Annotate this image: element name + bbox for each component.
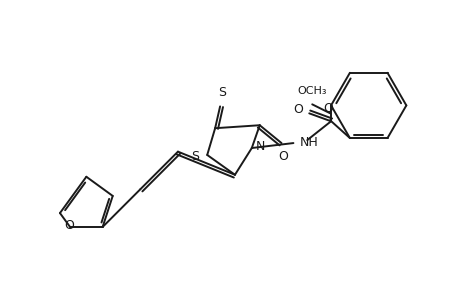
Text: O: O: [322, 102, 332, 115]
Text: NH: NH: [299, 136, 318, 148]
Text: N: N: [255, 140, 264, 152]
Text: S: S: [191, 150, 199, 164]
Text: OCH₃: OCH₃: [297, 86, 326, 96]
Text: O: O: [293, 103, 302, 116]
Text: O: O: [278, 150, 288, 163]
Text: S: S: [218, 86, 225, 100]
Text: O: O: [64, 219, 74, 232]
